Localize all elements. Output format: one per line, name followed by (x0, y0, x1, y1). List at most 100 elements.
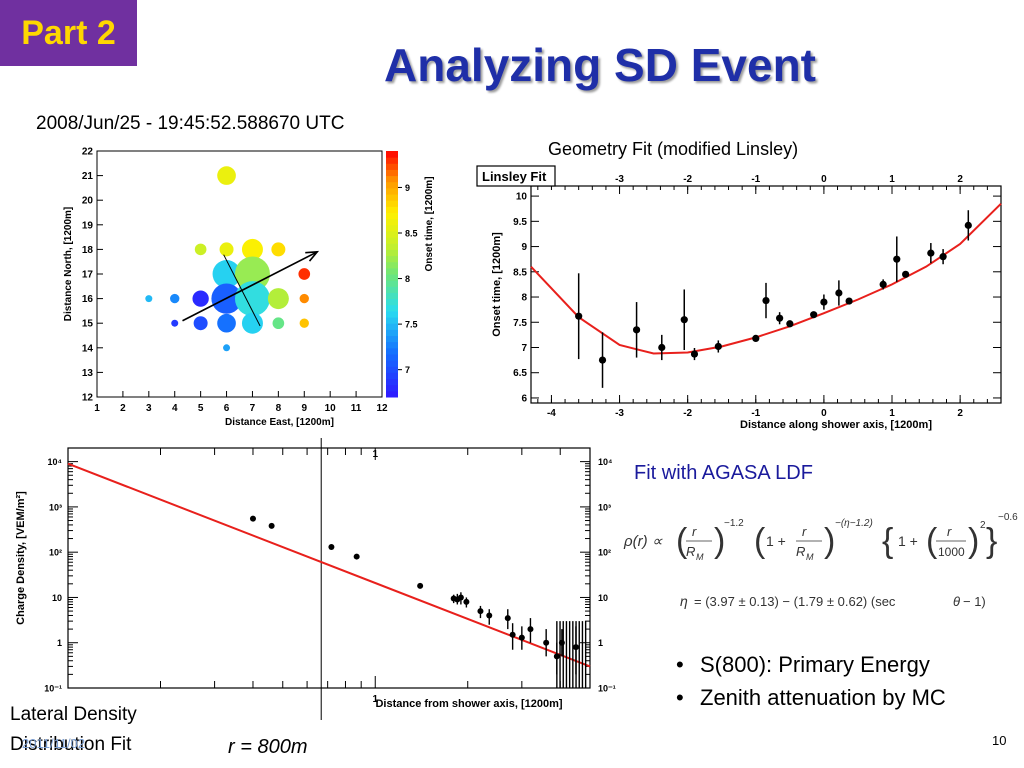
data-point (572, 644, 579, 651)
data-point (353, 553, 360, 560)
colorbar-cell (386, 243, 398, 250)
detector-point (212, 260, 241, 288)
y-tick-label-right: 10⁻¹ (598, 684, 616, 694)
data-point (714, 342, 722, 351)
detector-point (217, 166, 236, 185)
data-point (752, 334, 760, 343)
y-tick-label: 7.5 (513, 318, 527, 329)
colorbar-cell (386, 261, 398, 269)
colorbar-cell (386, 151, 398, 158)
detector-point (171, 319, 179, 327)
y-tick-label: 19 (82, 220, 94, 231)
y-tick-label: 9 (521, 242, 527, 253)
colorbar-cell (386, 292, 398, 300)
svg-text:r: r (947, 524, 952, 539)
x-axis-label: Distance East, [1200m] (225, 417, 334, 428)
fit-line (67, 462, 591, 668)
svg-text:−1.2: −1.2 (724, 518, 744, 529)
y-tick-label: 8 (521, 293, 527, 304)
data-point (509, 631, 516, 638)
x-tick-label: -4 (547, 408, 556, 419)
detector-point (299, 293, 309, 304)
colorbar-cell (386, 169, 398, 177)
y-tick-label: 21 (82, 171, 94, 182)
data-point (463, 598, 470, 605)
colorbar-tick-label: 7 (405, 365, 410, 375)
data-point (598, 356, 607, 364)
colorbar-cell (386, 267, 398, 275)
data-point (879, 280, 887, 289)
colorbar-cell (386, 274, 398, 281)
linsley-fit-chart: Linsley Fit -4 -3 -2 -1 0 1 2 -3 -2 -1 0 1 2 6 6.5 7 7.5 8… (476, 165, 1002, 431)
colorbar-tick-label: 8 (405, 274, 410, 284)
y-tick-label-right: 1 (598, 638, 603, 648)
lateral-caption-line1: Lateral Density (10, 704, 137, 725)
y-tick-label: 6.5 (513, 368, 527, 379)
detector-point (298, 268, 311, 280)
detector-point (193, 316, 208, 331)
y-tick-label: 10⁴ (48, 457, 62, 467)
y-tick-label: 6 (521, 393, 527, 404)
x-tick-label: 2 (120, 403, 126, 414)
detector-point (192, 290, 209, 307)
colorbar-cell (386, 353, 398, 361)
colorbar-cell (386, 347, 398, 355)
y-tick-label: 18 (82, 245, 94, 256)
colorbar-tick-label: 7.5 (405, 320, 418, 330)
title-box (476, 165, 556, 187)
fit-curve (530, 202, 1002, 355)
colorbar-cell (386, 194, 398, 201)
svg-text:(: ( (754, 522, 766, 560)
svg-text:2: 2 (980, 520, 986, 531)
colorbar-cell (386, 237, 398, 244)
y-tick-label: 10³ (49, 502, 62, 512)
detector-point (145, 295, 153, 303)
colorbar-cell (386, 200, 398, 207)
y-tick-label: 7 (521, 343, 527, 354)
colorbar-cell (386, 298, 398, 306)
y-tick-label: 9.5 (513, 217, 527, 228)
agasa-fit-caption: Fit with AGASA LDF (634, 462, 813, 484)
colorbar-cell (386, 175, 398, 183)
top-tick-label: -3 (615, 174, 624, 185)
core-line (223, 254, 261, 327)
svg-text:M: M (696, 552, 704, 562)
data-point (553, 653, 560, 660)
data-point (527, 626, 534, 633)
y-axis-label: Charge Density, [VEM/m²] (15, 491, 27, 625)
x-tick-label: 6 (224, 403, 230, 414)
data-point (558, 639, 565, 646)
x-tick-label: 1 (372, 694, 378, 705)
detector-point (241, 312, 263, 334)
colorbar-cell (386, 304, 398, 312)
colorbar-cell (386, 390, 398, 398)
svg-text:(: ( (926, 522, 938, 560)
colorbar-cell (386, 249, 398, 257)
colorbar-cell (386, 187, 398, 195)
svg-text:θ: θ (953, 594, 960, 609)
colorbar-cell (386, 323, 398, 330)
y-tick-label-right: 10 (598, 593, 608, 603)
svg-text:−0.6: −0.6 (998, 512, 1018, 523)
svg-text:): ) (968, 522, 979, 560)
y-tick-label: 17 (82, 270, 94, 281)
svg-text:(: ( (676, 522, 688, 560)
detector-point (219, 242, 234, 257)
colorbar-cell (386, 366, 398, 373)
data-point (680, 316, 688, 324)
top-tick-label: 0 (821, 174, 827, 185)
data-point (820, 298, 828, 306)
x-tick-label: 8 (276, 403, 282, 414)
x-tick-label: -2 (683, 408, 692, 419)
y-tick-label: 20 (82, 196, 94, 207)
chart-title: Linsley Fit (482, 169, 547, 184)
colorbar-cell (386, 360, 398, 367)
slide-title: Analyzing SD Event (384, 39, 816, 91)
event-timestamp: 2008/Jun/25 - 19:45:52.588670 UTC (36, 113, 345, 134)
y-tick-label: 13 (82, 368, 94, 379)
colorbar-cell (386, 378, 398, 386)
svg-text:−(η−1.2): −(η−1.2) (835, 518, 873, 529)
colorbar-cell (386, 384, 398, 392)
x-axis-label: Distance along shower axis, [1200m] (740, 419, 932, 431)
